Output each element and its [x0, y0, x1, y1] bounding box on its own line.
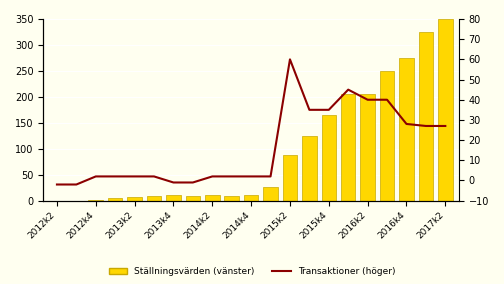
Legend: Ställningsvärden (vänster), Transaktioner (höger): Ställningsvärden (vänster), Transaktione… [105, 263, 399, 279]
Bar [147, 197, 161, 201]
Bar [380, 71, 394, 201]
Bar [399, 58, 414, 201]
Bar [322, 115, 336, 201]
Bar [302, 136, 317, 201]
Bar [89, 200, 103, 201]
Bar [341, 94, 355, 201]
Bar [108, 198, 122, 201]
Bar [205, 195, 220, 201]
Bar [166, 195, 181, 201]
Bar [419, 32, 433, 201]
Bar [283, 155, 297, 201]
Bar [128, 197, 142, 201]
Bar [360, 94, 375, 201]
Bar [224, 197, 239, 201]
Bar [244, 195, 259, 201]
Bar [185, 197, 200, 201]
Bar [263, 187, 278, 201]
Bar [438, 19, 453, 201]
